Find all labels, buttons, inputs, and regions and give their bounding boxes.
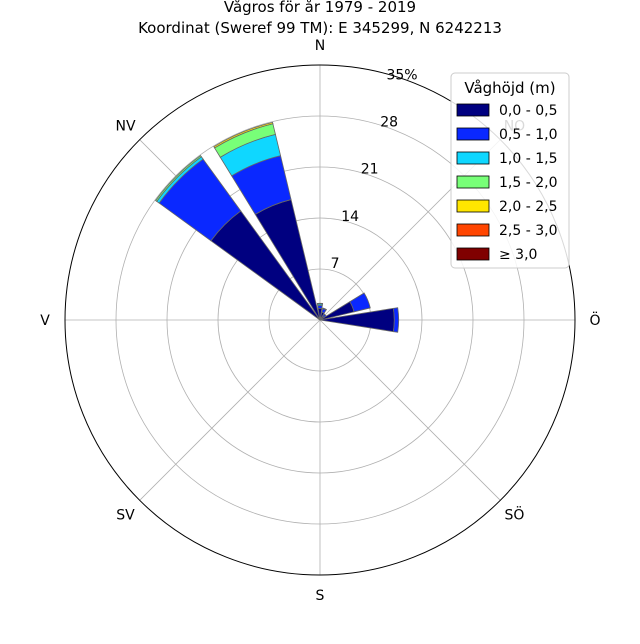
legend-swatch-6 [456,247,490,261]
chart-title: Vågros för år 1979 - 2019 [224,0,416,16]
radial-tick-label-21: 21 [361,162,379,178]
legend-box [450,72,570,269]
direction-label-3: SÖ [505,505,525,523]
legend: Våghöjd (m) 0,0 - 0,5 0,5 - 1,0 1,0 - 1,5 1,… [450,72,570,269]
bar-segment-45deg-class1 [322,313,327,318]
radial-tick-label-28: 28 [380,115,398,131]
bar-segment-67.5deg-class1 [349,292,371,313]
bar-segment-337.5deg-class4 [213,121,274,149]
legend-label-5: 2,5 - 3,0 [499,223,557,239]
legend-swatch-4 [456,199,490,213]
legend-label-1: 0,5 - 1,0 [499,127,557,143]
legend-label-4: 2,0 - 2,5 [499,199,557,215]
legend-title: Våghöjd (m) [464,79,555,97]
bar-segment-0deg-class3 [316,302,324,305]
legend-label-2: 1,0 - 1,5 [499,151,557,167]
radial-tick-label-14: 14 [341,209,359,225]
legend-label-6: ≥ 3,0 [499,247,537,263]
direction-label-4: S [316,588,325,604]
bars-layer [154,121,400,333]
grid-spoke-SV [139,319,321,501]
direction-label-7: NV [116,119,136,135]
legend-label-3: 1,5 - 2,0 [499,175,557,191]
bar-segment-90deg-class0 [319,307,395,333]
bar-segment-22.5deg-class2 [322,307,328,311]
radial-tick-label-35: 35% [386,67,417,83]
direction-label-6: V [40,313,50,329]
legend-swatch-5 [456,223,490,237]
grid-spoke-SÖ [319,319,501,501]
legend-label-0: 0,0 - 0,5 [499,103,557,119]
bar-segment-90deg-class1 [392,307,400,333]
direction-label-2: Ö [589,311,600,329]
legend-swatch-3 [456,175,490,189]
radial-tick-label-7: 7 [331,256,340,272]
direction-label-0: N [315,38,325,54]
legend-swatch-1 [456,127,490,141]
direction-label-5: SV [116,507,135,523]
chart-subtitle: Koordinat (Sweref 99 TM): E 345299, N 62… [138,19,502,37]
legend-swatch-0 [456,103,490,117]
legend-swatch-2 [456,151,490,165]
outer-ring [64,64,576,576]
bar-segment-315deg-class3 [154,154,202,202]
